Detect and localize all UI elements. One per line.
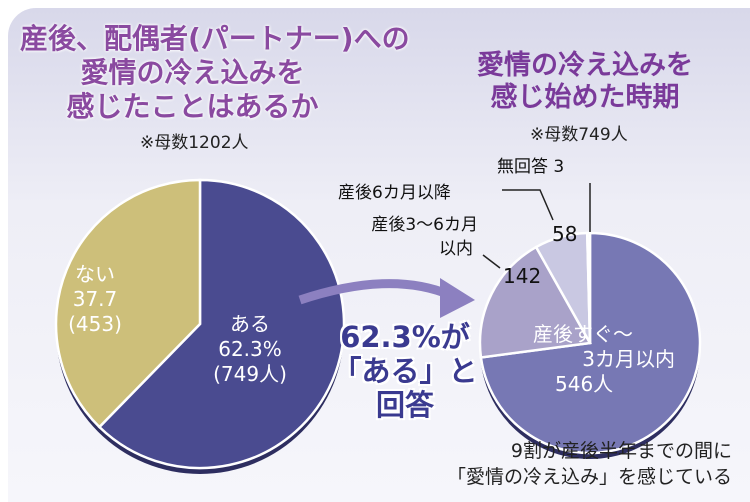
no-answer-value: 3	[553, 157, 565, 177]
arrow-shaft	[298, 279, 452, 305]
left-note: ※母数1202人	[140, 133, 249, 153]
sooner-line: 3カ月以内	[582, 347, 675, 371]
callout-line: 回答	[375, 388, 434, 422]
sooner-label: 産後すぐ〜 3カ月以内 546人	[525, 322, 675, 397]
yes-pct: 62.3%	[218, 337, 282, 361]
mid-label-line: 産後3〜6カ月	[371, 215, 478, 235]
left-title-line: 感じたことはあるか	[66, 90, 319, 123]
after6-label: 産後6カ月以降	[338, 183, 451, 203]
left-pie-slice-0	[97, 178, 346, 470]
no-answer-text: 無回答	[497, 157, 548, 177]
right-title-line: 愛情の冷え込みを	[477, 50, 693, 81]
mid-value: 142	[503, 264, 542, 288]
callout-line: 62.3%が	[340, 320, 470, 354]
yes-count: (749人)	[213, 362, 287, 386]
no-pct: 37.7	[72, 287, 118, 311]
footnote-line: 「愛情の冷え込み」を感じている	[446, 466, 732, 488]
mid-label-line: 以内	[439, 239, 473, 259]
right-pie-slice-1	[478, 245, 592, 359]
yes-label: ある 62.3% (749人)	[205, 312, 295, 387]
right-pie-slice-3	[585, 231, 592, 344]
right-note: ※母数749人	[530, 125, 628, 145]
no-label: ない 37.7 (453)	[60, 262, 130, 337]
sooner-line: 産後すぐ〜	[533, 322, 633, 346]
right-title: 愛情の冷え込みを 感じ始めた時期	[455, 50, 715, 114]
no-count: (453)	[68, 312, 122, 336]
leader-lines	[482, 183, 591, 269]
after6-value: 58	[552, 222, 578, 246]
yes-label-text: ある	[230, 312, 270, 336]
left-title-line: 産後、配偶者(パートナー)への	[20, 22, 410, 55]
footnote-line: 9割が産後半年までの間に	[510, 440, 732, 462]
callout: 62.3%が 「ある」と 回答	[330, 320, 480, 422]
no-answer-label: 無回答 3	[497, 152, 564, 177]
no-label-text: ない	[75, 262, 115, 286]
footnote: 9割が産後半年までの間に 「愛情の冷え込み」を感じている	[447, 438, 732, 490]
left-title-line: 愛情の冷え込みを	[80, 56, 305, 89]
sooner-value: 546人	[555, 372, 614, 396]
callout-line: 「ある」と	[332, 354, 478, 388]
left-pie-slice-1	[54, 178, 202, 429]
arrow-head-icon	[440, 278, 475, 318]
left-title: 産後、配偶者(パートナー)への 愛情の冷え込みを 感じたことはあるか	[20, 22, 410, 124]
mid-label: 産後3〜6カ月 以内	[328, 213, 478, 261]
right-title-line: 感じ始めた時期	[490, 82, 680, 113]
